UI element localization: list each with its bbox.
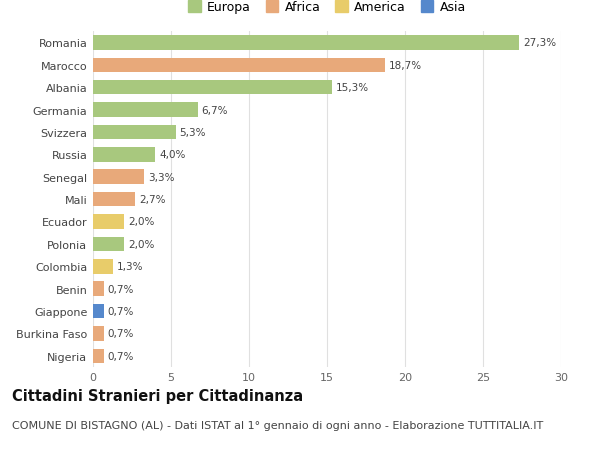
Text: 5,3%: 5,3% [179,128,206,138]
Text: 4,0%: 4,0% [160,150,185,160]
Bar [93,103,197,118]
Text: 27,3%: 27,3% [523,38,556,48]
Bar [93,259,113,274]
Text: 2,0%: 2,0% [128,217,154,227]
Text: 0,7%: 0,7% [108,329,134,339]
Bar [93,81,332,95]
Bar [93,36,519,50]
Bar [93,215,124,229]
Text: 0,7%: 0,7% [108,306,134,316]
Text: 6,7%: 6,7% [202,105,228,115]
Bar [93,282,104,296]
Text: 18,7%: 18,7% [389,61,422,71]
Bar [93,326,104,341]
Text: 2,7%: 2,7% [139,195,166,205]
Bar [93,58,385,73]
Legend: Europa, Africa, America, Asia: Europa, Africa, America, Asia [183,0,471,19]
Text: 1,3%: 1,3% [117,262,143,272]
Bar [93,304,104,319]
Text: Cittadini Stranieri per Cittadinanza: Cittadini Stranieri per Cittadinanza [12,388,303,403]
Text: 3,3%: 3,3% [148,172,175,182]
Text: COMUNE DI BISTAGNO (AL) - Dati ISTAT al 1° gennaio di ogni anno - Elaborazione T: COMUNE DI BISTAGNO (AL) - Dati ISTAT al … [12,420,543,430]
Bar [93,170,145,185]
Text: 0,7%: 0,7% [108,284,134,294]
Bar [93,148,155,162]
Bar [93,125,176,140]
Text: 15,3%: 15,3% [335,83,369,93]
Text: 2,0%: 2,0% [128,239,154,249]
Text: 0,7%: 0,7% [108,351,134,361]
Bar [93,192,135,207]
Bar [93,349,104,363]
Bar [93,237,124,252]
